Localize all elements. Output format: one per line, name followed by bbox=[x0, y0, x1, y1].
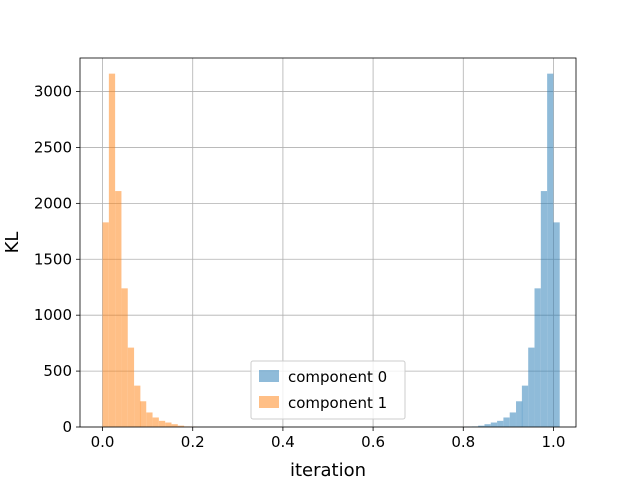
bar-series-1-bin-9 bbox=[158, 420, 166, 427]
y-tick-label: 1000 bbox=[34, 306, 72, 324]
bar-series-1-bin-6 bbox=[139, 401, 147, 427]
bar-series-1-bin-12 bbox=[177, 425, 185, 427]
plot-frame bbox=[79, 57, 577, 428]
x-axis-label: iteration bbox=[290, 460, 366, 480]
bar-series-0-bin-9 bbox=[521, 385, 529, 427]
legend-swatch-0 bbox=[259, 370, 279, 382]
legend-label-1: component 1 bbox=[288, 394, 387, 412]
x-tick-label: 0.0 bbox=[91, 433, 115, 451]
bar-series-1-bin-5 bbox=[134, 385, 141, 427]
bar-series-1-bin-4 bbox=[127, 347, 135, 427]
bar-series-1-bin-11 bbox=[171, 424, 178, 427]
y-axis-label: KL bbox=[2, 232, 23, 254]
y-tick-label: 2500 bbox=[34, 138, 72, 156]
x-tick-label: 0.4 bbox=[271, 433, 295, 451]
bar-series-0-bin-2 bbox=[478, 425, 485, 427]
bar-series-0-bin-6 bbox=[503, 417, 510, 427]
bar-series-1-bin-2 bbox=[115, 191, 122, 427]
bar-series-1-bin-8 bbox=[152, 417, 159, 427]
bar-series-0-bin-13 bbox=[547, 73, 554, 428]
x-tick-label: 0.6 bbox=[361, 433, 385, 451]
bar-series-1-bin-0 bbox=[102, 222, 109, 427]
y-tick-label: 500 bbox=[43, 362, 72, 380]
y-tick-label: 3000 bbox=[34, 83, 72, 101]
bar-series-1-bin-10 bbox=[165, 422, 172, 427]
y-tick-label: 1500 bbox=[34, 250, 72, 268]
bar-series-0-bin-3 bbox=[484, 424, 491, 427]
legend-swatch-1 bbox=[259, 396, 279, 408]
x-tick-label: 0.2 bbox=[181, 433, 205, 451]
legend: component 0 component 1 bbox=[250, 360, 406, 420]
legend-box bbox=[250, 360, 406, 420]
bar-series-0-bin-5 bbox=[497, 420, 504, 427]
x-tick-label: 0.8 bbox=[451, 433, 475, 451]
bar-series-0-bin-7 bbox=[509, 412, 516, 427]
x-axis-ticks: 0.0 0.2 0.4 0.6 0.8 1.0 bbox=[91, 427, 566, 451]
bar-series-1-bin-7 bbox=[146, 412, 153, 427]
bar-series-1-bin-1 bbox=[108, 73, 116, 428]
bar-series-0-bin-8 bbox=[516, 401, 523, 427]
legend-label-0: component 0 bbox=[288, 368, 387, 386]
bar-series-0-bin-14 bbox=[553, 222, 560, 427]
y-tick-label: 0 bbox=[62, 418, 72, 436]
bar-series-0-bin-12 bbox=[540, 191, 548, 427]
y-tick-label: 2000 bbox=[34, 194, 72, 212]
x-tick-label: 1.0 bbox=[542, 433, 566, 451]
bar-series-0-bin-4 bbox=[490, 422, 498, 427]
bar-series-1-bin-3 bbox=[121, 288, 128, 427]
bar-series-0-bin-10 bbox=[528, 347, 535, 427]
bar-series-0-bin-11 bbox=[534, 288, 541, 427]
y-axis-ticks: 0 500 1000 1500 2000 2500 3000 bbox=[34, 83, 80, 436]
